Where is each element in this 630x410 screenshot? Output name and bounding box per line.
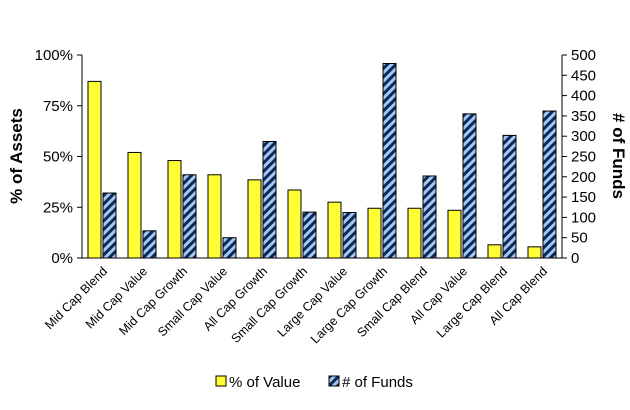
- bar-num-funds: [502, 134, 517, 259]
- right-tick-label: 400: [571, 88, 596, 105]
- bar-num-funds: [102, 192, 117, 259]
- legend: % of Value # of Funds: [215, 374, 413, 391]
- category-label: Small Cap Value: [155, 264, 230, 339]
- bar-num-funds: [462, 113, 477, 259]
- bar-num-funds: [542, 110, 557, 259]
- left-tick-label: 50%: [43, 149, 73, 166]
- right-tick-label: 350: [571, 108, 596, 125]
- legend-label-value: % of Value: [229, 374, 300, 391]
- legend-swatch-value: [215, 375, 227, 387]
- bar-num-funds: [182, 174, 197, 259]
- bar-pct-value: [207, 174, 222, 259]
- category-label: Large Cap Value: [275, 264, 351, 340]
- right-tick-label: 50: [571, 230, 588, 247]
- bar-pct-value: [127, 151, 142, 259]
- right-axis-title: # of Funds: [609, 113, 628, 199]
- left-tick-label: 100%: [35, 47, 73, 64]
- bar-pct-value: [247, 179, 262, 259]
- right-tick-label: 150: [571, 189, 596, 206]
- left-tick-label: 0%: [51, 250, 73, 267]
- right-tick-label: 450: [571, 67, 596, 84]
- category-label: Small Cap Blend: [354, 264, 430, 340]
- right-tick-label: 300: [571, 128, 596, 145]
- legend-swatch-funds: [328, 375, 340, 387]
- category-label: Small Cap Growth: [228, 264, 310, 346]
- right-tick-label: 500: [571, 47, 596, 64]
- right-tick-label: 100: [571, 209, 596, 226]
- right-tick-label: 200: [571, 169, 596, 186]
- bar-pct-value: [407, 207, 422, 259]
- bar-pct-value: [487, 244, 502, 259]
- right-tick-label: 250: [571, 149, 596, 166]
- category-label: Large Cap Blend: [434, 264, 510, 340]
- bar-num-funds: [302, 211, 317, 259]
- bar-num-funds: [342, 212, 357, 259]
- legend-label-funds: # of Funds: [342, 374, 413, 391]
- left-axis-title: % of Assets: [7, 108, 26, 204]
- bar-num-funds: [382, 63, 397, 259]
- bar-num-funds: [262, 140, 277, 259]
- right-tick-label: 0: [571, 250, 579, 267]
- left-tick-label: 75%: [43, 98, 73, 115]
- bar-pct-value: [367, 207, 382, 259]
- bar-pct-value: [87, 80, 102, 259]
- bar-num-funds: [222, 237, 237, 259]
- left-tick-label: 25%: [43, 199, 73, 216]
- bar-pct-value: [287, 189, 302, 259]
- bar-pct-value: [447, 209, 462, 259]
- category-label: Mid Cap Growth: [116, 264, 190, 338]
- bar-pct-value: [327, 201, 342, 259]
- bar-num-funds: [422, 175, 437, 259]
- bar-num-funds: [142, 230, 157, 259]
- bar-pct-value: [527, 246, 542, 259]
- bar-pct-value: [167, 160, 182, 259]
